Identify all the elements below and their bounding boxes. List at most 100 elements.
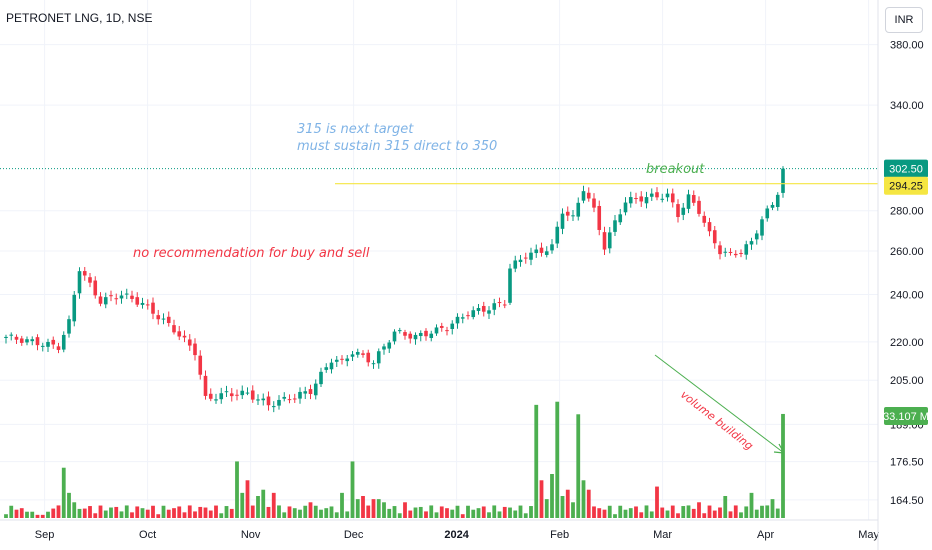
candle-body [109,295,113,297]
candle-body [130,295,134,299]
volume-bar [760,505,764,518]
candle-body [277,399,281,406]
volume-bar [697,502,701,518]
volume-bar [418,506,423,518]
volume-bar [523,513,528,518]
volume-bar [361,496,365,518]
candle-body [639,196,644,202]
candle-body [723,251,728,253]
volume-bar [46,511,50,518]
volume-bar [182,512,187,518]
volume-arrow-head-icon [773,443,785,454]
candle-body [82,271,87,276]
volume-bar [193,511,197,518]
candle-body [439,326,444,328]
candle-body [135,297,140,305]
volume-bar [303,505,308,518]
x-tick-label: Dec [344,529,364,541]
volume-bar [151,505,155,518]
candle-body [193,343,197,356]
candle-body [187,339,192,346]
candle-body [151,302,155,314]
symbol-title[interactable]: PETRONET LNG, 1D, NSE [6,11,153,25]
recommendation-annotation: no recommendation for buy and sell [133,246,370,261]
volume-bar [613,514,617,518]
volume-bar [476,508,481,518]
volume-bar [235,461,239,518]
volume-bar [277,505,281,518]
candle-body [229,393,234,397]
volume-bar [655,486,659,518]
candle-body [4,336,8,339]
volume-bar [560,496,565,518]
volume-bar [355,499,360,518]
candle-body [712,230,717,244]
candle-body [555,226,560,244]
volume-bar [88,506,92,518]
y-tick-label: 280.00 [890,206,924,218]
candle-body [534,249,539,254]
candle-body [618,214,623,223]
volume-bar [224,506,229,518]
volume-bar [765,505,770,518]
volume-bar [261,489,266,518]
volume-bar [634,506,638,518]
volume-bar [513,510,518,518]
volume-bar [250,505,255,518]
candle-body [413,334,418,340]
volume-bar [103,510,108,518]
volume-bar [240,492,245,518]
volume-bar [508,507,512,518]
volume-bars [4,401,785,518]
candle-body [350,354,355,357]
volume-bar [487,512,491,518]
volume-bar [770,499,775,518]
volume-bar [292,508,297,518]
volume-bar [534,404,539,518]
volume-bar [686,505,691,518]
volume-bar [40,514,45,518]
volume-bar [602,509,607,518]
volume-bar [539,480,544,518]
candle-body [51,339,56,345]
volume-bar [177,506,182,518]
candle-body [114,298,119,300]
volume-bar [639,512,644,518]
volume-bar [565,489,570,518]
volume-bar [644,505,649,518]
volume-bar [382,502,386,518]
target-annotation: 315 is next target must sustain 315 dire… [297,121,497,155]
volume-bar [781,413,785,518]
candle-body [324,367,329,370]
volume-bar [319,509,323,518]
volume-bar [114,506,119,518]
volume-bar [460,514,465,518]
candle-body [397,330,402,332]
candle-body [560,213,565,229]
volume-bar [702,513,707,518]
candle-body [508,268,512,303]
volume-bar [35,514,40,518]
candle-body [770,204,775,208]
last-price-badge [884,159,928,178]
volume-bar [529,506,533,518]
volume-bar [329,506,334,518]
candle-body [271,406,276,408]
x-tick-label: Apr [757,529,774,541]
candle-body [681,207,686,215]
resistance-badge-label: 294.25 [889,181,923,193]
volume-bar [607,505,612,518]
x-tick-label: Feb [550,529,569,541]
currency-selector[interactable]: INR [885,7,923,33]
candle-body [418,332,423,337]
candle-body [597,205,602,230]
candle-body [628,197,633,204]
volume-bar [308,502,313,518]
volume-bar [324,508,329,518]
candle-body [35,337,40,346]
y-tick-label: 380.00 [890,40,924,52]
volume-bar [19,508,24,518]
y-tick-label: 164.50 [890,495,924,507]
volume-bar [518,505,523,518]
